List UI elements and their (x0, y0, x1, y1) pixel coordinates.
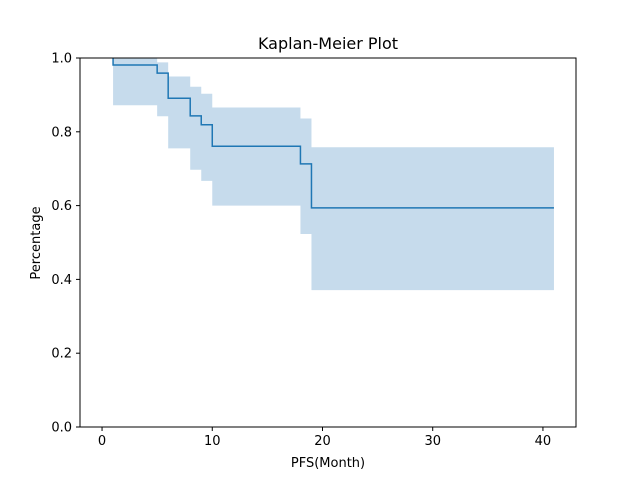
x-tick-label: 20 (314, 434, 331, 449)
y-tick-label: 0.2 (51, 347, 72, 362)
chart-title: Kaplan-Meier Plot (258, 34, 398, 53)
x-tick-label: 10 (204, 434, 221, 449)
y-tick-label: 0.4 (51, 273, 72, 288)
y-axis-label: Percentage (29, 206, 44, 279)
y-tick-label: 0.0 (51, 421, 72, 436)
plot-frame (79, 57, 577, 428)
survival-step-line (112, 58, 554, 209)
x-tick-label: 40 (535, 434, 552, 449)
x-axis-label: PFS(Month) (291, 456, 365, 471)
y-tick-label: 1.0 (51, 52, 72, 67)
x-tick-label: 30 (424, 434, 441, 449)
y-tick-label: 0.6 (51, 199, 72, 214)
y-tick-label: 0.8 (51, 125, 72, 140)
confidence-band (113, 58, 554, 291)
x-tick-label: 0 (98, 434, 106, 449)
plot-area: 0 10 20 30 40 0.0 0.2 0.4 0.6 0.8 1.0 (51, 52, 577, 449)
